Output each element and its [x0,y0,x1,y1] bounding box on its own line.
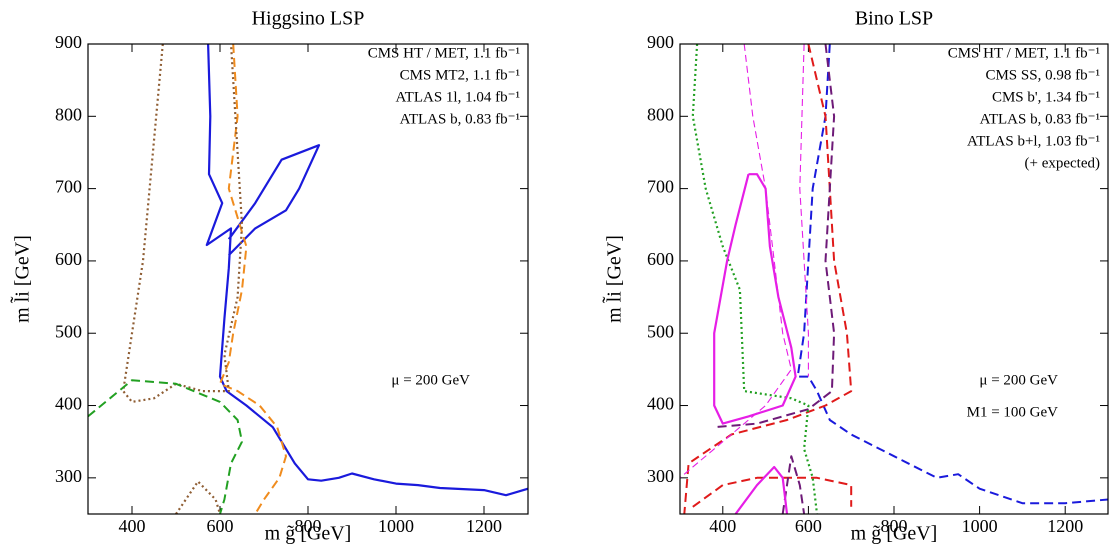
x-axis-label: m g̃ [GeV] [265,523,352,545]
y-tick-label: 900 [647,32,674,52]
x-tick-label: 400 [709,516,736,536]
y-axis-label: m l̃i [GeV] [9,235,34,323]
legend-entry: CMS MT2, 1.1 fb⁻¹ [400,67,520,83]
series-line [796,44,1108,505]
legend-entry: ATLAS b+l, 1.03 fb⁻¹ [967,133,1100,149]
y-tick-label: 300 [647,466,674,486]
series-line [122,44,244,514]
legend-entry: CMS SS, 0.98 fb⁻¹ [985,67,1100,83]
legend-entry: ATLAS b, 0.83 fb⁻¹ [980,111,1100,127]
y-tick-label: 500 [647,321,674,341]
series-line [219,44,287,514]
y-tick-label: 900 [55,32,82,52]
x-tick-label: 1200 [1047,516,1083,536]
x-tick-label: 1000 [378,516,414,536]
annotation: μ = 200 GeV [979,372,1058,388]
legend-entry: ATLAS 1l, 1.04 fb⁻¹ [396,89,521,105]
y-axis-label: m l̃i [GeV] [601,235,626,323]
y-tick-label: 500 [55,321,82,341]
y-tick-label: 800 [55,104,82,124]
y-tick-label: 400 [647,394,674,414]
y-tick-label: 700 [55,177,82,197]
y-tick-label: 800 [647,104,674,124]
legend-entry: CMS HT / MET, 1.1 fb⁻¹ [948,45,1100,61]
plot-frame [87,43,529,515]
series-line [683,44,853,514]
series-line [713,173,797,514]
x-tick-label: 800 [881,516,908,536]
x-tick-label: 600 [795,516,822,536]
legend-entry: ATLAS b, 0.83 fb⁻¹ [400,111,520,127]
legend-entry: CMS b', 1.34 fb⁻¹ [992,89,1100,105]
series-line [691,44,819,514]
chart-title: Higgsino LSP [252,8,365,30]
y-tick-label: 600 [55,249,82,269]
y-tick-label: 300 [55,466,82,486]
y-tick-label: 400 [55,394,82,414]
annotation: M1 = 100 GeV [967,404,1059,420]
series-line [205,44,528,497]
x-tick-label: 400 [119,516,146,536]
legend-entry: (+ expected) [1025,155,1101,171]
x-tick-label: 1200 [466,516,502,536]
x-axis-label: m g̃ [GeV] [851,523,938,545]
annotation: μ = 200 GeV [391,372,470,388]
y-tick-label: 600 [647,249,674,269]
series-line [88,379,243,514]
x-tick-label: 1000 [962,516,998,536]
x-tick-label: 600 [207,516,234,536]
chart-title: Bino LSP [855,8,933,30]
y-tick-label: 700 [647,177,674,197]
x-tick-label: 800 [295,516,322,536]
plot-frame [679,43,1109,515]
series-line [714,44,836,514]
series-line [680,44,809,479]
legend-entry: CMS HT / MET, 1.1 fb⁻¹ [368,45,520,61]
